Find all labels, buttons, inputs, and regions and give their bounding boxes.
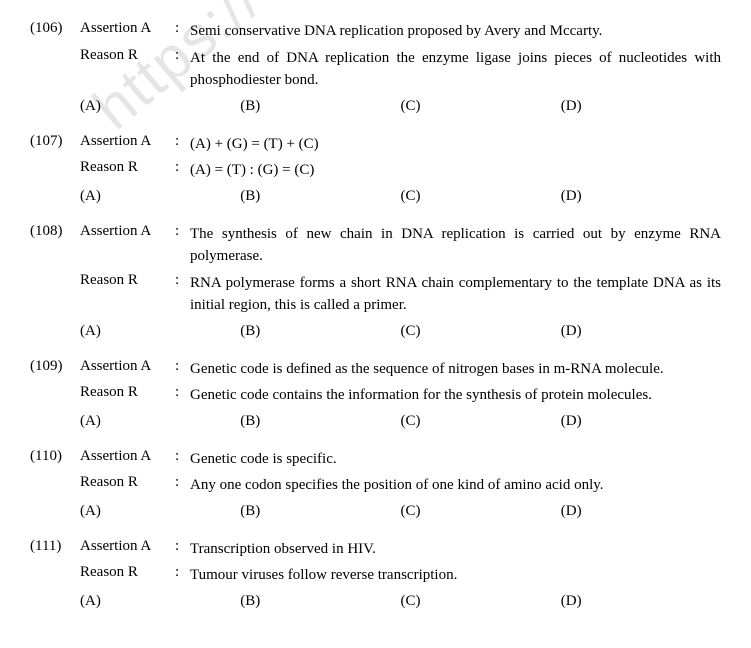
assertion-label: Assertion A [80,20,175,37]
assertion-text: Semi conservative DNA replication propos… [190,20,721,43]
assertion-row: (110)Assertion A:Genetic code is specifi… [30,448,721,471]
options-row: (A)(B)(C)(D) [30,503,721,520]
assertion-row: (109)Assertion A:Genetic code is defined… [30,358,721,381]
options-row: (A)(B)(C)(D) [30,188,721,205]
option-d[interactable]: (D) [561,98,721,115]
assertion-text: Genetic code is specific. [190,448,721,471]
option-c[interactable]: (C) [401,188,561,205]
option-b[interactable]: (B) [240,323,400,340]
reason-text: Genetic code contains the information fo… [190,384,721,407]
reason-label: Reason R [80,47,175,64]
reason-text: (A) = (T) : (G) = (C) [190,159,721,182]
colon: : [175,47,190,64]
option-d[interactable]: (D) [561,593,721,610]
assertion-row: (108)Assertion A:The synthesis of new ch… [30,223,721,268]
option-a[interactable]: (A) [80,413,240,430]
reason-row: Reason R:Any one codon specifies the pos… [30,474,721,497]
question-number: (108) [30,223,80,240]
option-c[interactable]: (C) [401,503,561,520]
assertion-row: (107)Assertion A:(A) + (G) = (T) + (C) [30,133,721,156]
option-c[interactable]: (C) [401,98,561,115]
reason-row: Reason R:Genetic code contains the infor… [30,384,721,407]
assertion-text: The synthesis of new chain in DNA replic… [190,223,721,268]
questions-container: (106)Assertion A:Semi conservative DNA r… [30,20,721,610]
colon: : [175,384,190,401]
assertion-text: Transcription observed in HIV. [190,538,721,561]
assertion-label: Assertion A [80,358,175,375]
question-number: (106) [30,20,80,37]
colon: : [175,564,190,581]
assertion-label: Assertion A [80,223,175,240]
assertion-row: (111)Assertion A:Transcription observed … [30,538,721,561]
colon: : [175,159,190,176]
options-row: (A)(B)(C)(D) [30,413,721,430]
option-c[interactable]: (C) [401,323,561,340]
colon: : [175,272,190,289]
reason-row: Reason R:(A) = (T) : (G) = (C) [30,159,721,182]
colon: : [175,474,190,491]
options-row: (A)(B)(C)(D) [30,323,721,340]
option-b[interactable]: (B) [240,98,400,115]
reason-row: Reason R:RNA polymerase forms a short RN… [30,272,721,317]
assertion-text: (A) + (G) = (T) + (C) [190,133,721,156]
question: (107)Assertion A:(A) + (G) = (T) + (C) Re… [30,133,721,205]
colon: : [175,538,190,555]
assertion-label: Assertion A [80,448,175,465]
option-d[interactable]: (D) [561,188,721,205]
option-a[interactable]: (A) [80,98,240,115]
reason-text: At the end of DNA replication the enzyme… [190,47,721,92]
option-b[interactable]: (B) [240,503,400,520]
reason-label: Reason R [80,384,175,401]
reason-row: Reason R:Tumour viruses follow reverse t… [30,564,721,587]
colon: : [175,223,190,240]
reason-label: Reason R [80,272,175,289]
question-number: (109) [30,358,80,375]
option-a[interactable]: (A) [80,188,240,205]
assertion-label: Assertion A [80,133,175,150]
reason-text: Any one codon specifies the position of … [190,474,721,497]
question: (106)Assertion A:Semi conservative DNA r… [30,20,721,115]
reason-label: Reason R [80,474,175,491]
reason-text: Tumour viruses follow reverse transcript… [190,564,721,587]
options-row: (A)(B)(C)(D) [30,98,721,115]
option-b[interactable]: (B) [240,593,400,610]
reason-label: Reason R [80,564,175,581]
question: (108)Assertion A:The synthesis of new ch… [30,223,721,340]
reason-text: RNA polymerase forms a short RNA chain c… [190,272,721,317]
option-d[interactable]: (D) [561,413,721,430]
question: (110)Assertion A:Genetic code is specifi… [30,448,721,520]
assertion-row: (106)Assertion A:Semi conservative DNA r… [30,20,721,43]
question-number: (111) [30,538,80,555]
reason-label: Reason R [80,159,175,176]
reason-row: Reason R:At the end of DNA replication t… [30,47,721,92]
colon: : [175,133,190,150]
option-d[interactable]: (D) [561,503,721,520]
assertion-text: Genetic code is defined as the sequence … [190,358,721,381]
option-a[interactable]: (A) [80,593,240,610]
question: (111)Assertion A:Transcription observed … [30,538,721,610]
option-a[interactable]: (A) [80,503,240,520]
colon: : [175,358,190,375]
option-d[interactable]: (D) [561,323,721,340]
question-number: (110) [30,448,80,465]
question-number: (107) [30,133,80,150]
question: (109)Assertion A:Genetic code is defined… [30,358,721,430]
option-c[interactable]: (C) [401,593,561,610]
option-b[interactable]: (B) [240,413,400,430]
options-row: (A)(B)(C)(D) [30,593,721,610]
option-b[interactable]: (B) [240,188,400,205]
option-a[interactable]: (A) [80,323,240,340]
colon: : [175,20,190,37]
assertion-label: Assertion A [80,538,175,555]
colon: : [175,448,190,465]
option-c[interactable]: (C) [401,413,561,430]
